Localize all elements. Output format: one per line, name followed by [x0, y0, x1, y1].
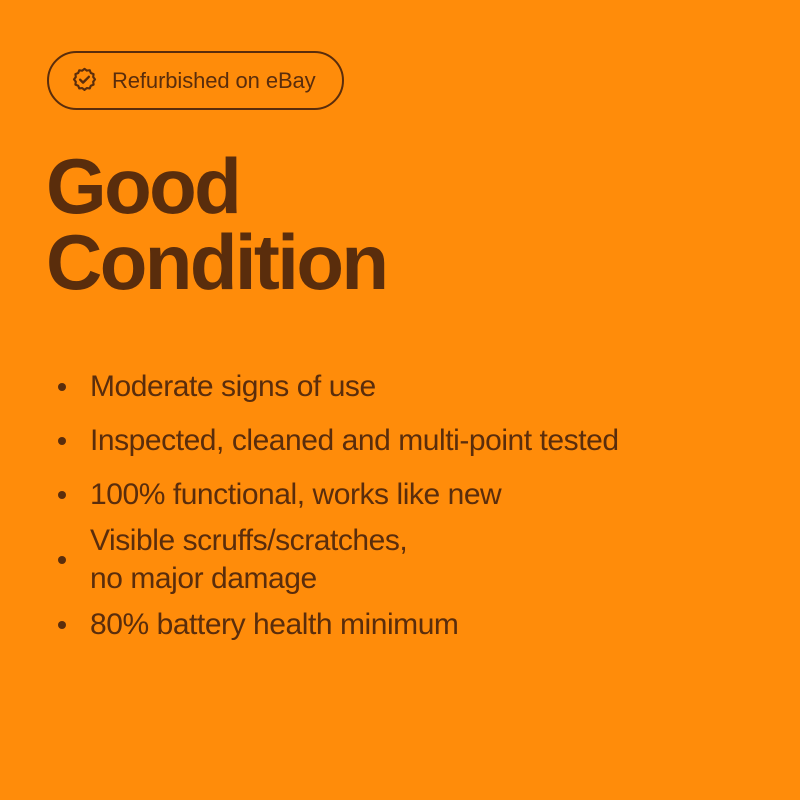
list-item: Inspected, cleaned and multi-point teste… — [52, 414, 752, 468]
bullet-dot-icon — [52, 621, 90, 630]
refurbished-badge-label: Refurbished on eBay — [112, 67, 316, 93]
list-item: Visible scruffs/scratches, no major dama… — [52, 522, 752, 598]
list-item-label: Moderate signs of use — [90, 369, 376, 403]
bullet-dot-icon — [52, 437, 90, 445]
refurbished-badge: Refurbished on eBay — [47, 51, 344, 110]
list-item: 80% battery health minimum — [52, 598, 752, 652]
list-item: 100% functional, works like new — [52, 468, 752, 522]
bullet-dot-icon — [52, 383, 90, 391]
list-item-label: Visible scruffs/scratches, no major dama… — [90, 524, 408, 596]
list-item-label: Inspected, cleaned and multi-point teste… — [90, 423, 619, 457]
bullet-dot-icon — [52, 556, 90, 565]
page-title: Good Condition — [46, 142, 389, 307]
bullet-dot-icon — [52, 491, 90, 499]
list-item-label: 100% functional, works like new — [90, 477, 502, 511]
condition-feature-list: Moderate signs of use Inspected, cleaned… — [52, 360, 752, 652]
verified-badge-check-icon — [71, 67, 98, 94]
list-item-label: 80% battery health minimum — [90, 608, 459, 642]
list-item: Moderate signs of use — [52, 360, 752, 414]
